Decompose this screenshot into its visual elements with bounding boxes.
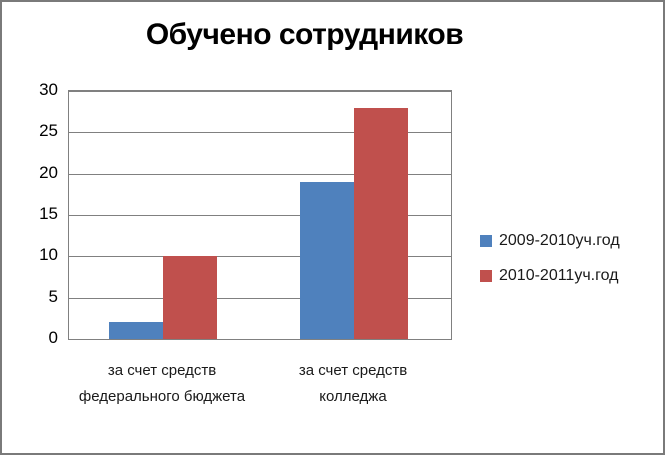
plot-area	[68, 90, 452, 340]
legend-label: 2010-2011уч.год	[499, 267, 619, 284]
bar-series1-category1	[109, 322, 163, 339]
chart-title: Обучено сотрудников	[145, 18, 464, 51]
legend-swatch-icon	[480, 235, 492, 247]
gridline-25	[69, 132, 451, 134]
legend-swatch-icon	[480, 270, 492, 282]
legend-item-2: 2010-2011уч.год	[480, 267, 620, 285]
y-tick-label-0: 0	[48, 328, 58, 347]
legend-item-1: 2009-2010уч.год	[480, 232, 620, 250]
bar-series1-category2	[300, 181, 354, 339]
y-tick-label-20: 20	[39, 162, 58, 182]
gridline-20	[69, 173, 451, 175]
y-tick-label-15: 15	[39, 204, 58, 223]
category-label-2: за счет средств колледжа	[298, 362, 408, 405]
gridline-5	[69, 297, 451, 299]
category-label-1: за счет средств федерального бюджета	[78, 362, 246, 405]
legend-label: 2009-2010уч.год	[499, 232, 620, 249]
legend: 2009-2010уч.год 2010-2011уч.год	[480, 232, 620, 302]
bar-series2-category1	[163, 256, 217, 339]
y-tick-label-30: 30	[39, 80, 58, 99]
y-tick-label-10: 10	[39, 245, 58, 265]
bar-series2-category2	[354, 107, 408, 339]
gridline-30	[69, 91, 451, 92]
gridline-15	[69, 215, 451, 216]
gridline-10	[69, 256, 451, 258]
y-tick-label-25: 25	[39, 121, 58, 141]
y-tick-label-5: 5	[48, 286, 58, 306]
